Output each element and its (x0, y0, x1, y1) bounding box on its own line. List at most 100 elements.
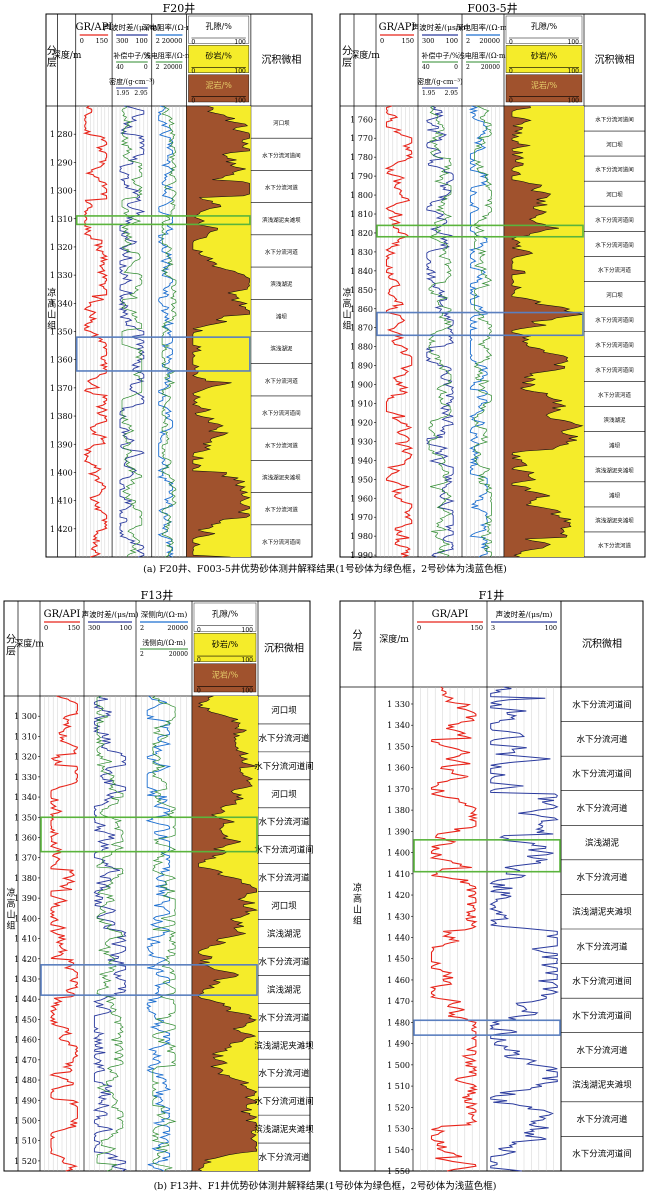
facies-label: 水下分流河道间 (595, 241, 634, 249)
sand-body-2-box (376, 311, 584, 337)
facies-label: 水下分流河道间 (572, 699, 632, 710)
facies-label: 滨浅湖泥夹滩坝 (572, 1080, 632, 1091)
curve-sub-label: 补偿中子/% (421, 51, 458, 60)
scale-max: 20000 (481, 64, 500, 71)
facies-label: 水下分流河道间 (595, 216, 634, 224)
depth-tick-label: 1 470 (387, 997, 410, 1006)
depth-tick-label: 1 520 (14, 1157, 37, 1166)
depth-tick-label: 1 830 (350, 248, 373, 257)
depth-tick-label: 1 390 (14, 894, 37, 903)
log-curve (95, 695, 125, 1172)
scale-max: 20000 (162, 37, 183, 45)
facies-label: 河口坝 (606, 191, 623, 199)
depth-tick-label: 1 410 (387, 870, 410, 879)
layer-header-char: 分 (353, 629, 363, 641)
formation-label-char: 山 (47, 309, 56, 320)
depth-tick-label: 1 920 (350, 418, 373, 427)
facies-label: 水下分流河道 (258, 1012, 310, 1023)
depth-tick-label: 1 760 (350, 115, 373, 124)
layer-header-char: 层 (6, 646, 16, 658)
facies-label: 滨浅湖泥 (270, 345, 293, 353)
layer-header: 分层 (6, 634, 16, 658)
layer-header-char: 分 (6, 634, 16, 646)
log-curve (425, 105, 455, 558)
curve-label: 深电阻率/(Ω·m) (456, 22, 510, 32)
depth-tick-label: 1 310 (50, 215, 73, 224)
depth-tick-label: 1 350 (50, 328, 73, 337)
facies-label: 水下分流河道 (265, 506, 299, 514)
scale-max: 150 (96, 37, 108, 45)
depth-tick-label: 1 430 (14, 975, 37, 984)
depth-tick-label: 1 400 (387, 849, 410, 858)
mud-fill (191, 695, 258, 1172)
log-curve (49, 695, 80, 1172)
layer-header-char: 层 (47, 57, 57, 69)
scale-max: 150 (402, 37, 414, 45)
facies-label: 水下分流河道 (598, 391, 632, 399)
panel-frame (3, 600, 311, 1172)
curve-label: GR/API (44, 609, 81, 620)
scale-max: 150 (68, 624, 80, 632)
scale-max: 100 (446, 37, 458, 45)
scale-min: 0 (44, 624, 48, 632)
depth-tick-label: 1 330 (50, 271, 73, 280)
porosity-header-box (505, 15, 583, 44)
facies-label: 水下分流河道间 (254, 845, 314, 856)
facies-label: 河口坝 (271, 789, 297, 800)
depth-tick-label: 1 350 (387, 742, 410, 751)
depth-tick-label: 1 340 (14, 793, 37, 802)
formation-label-char: 山 (353, 904, 362, 915)
depth-tick-label: 1 400 (50, 468, 73, 477)
log-curve (157, 105, 175, 558)
facies-label: 河口坝 (271, 901, 297, 912)
depth-tick-label: 1 360 (387, 764, 410, 773)
depth-tick-label: 1 360 (50, 356, 73, 365)
facies-label: 水下分流河道 (265, 441, 299, 449)
caption-b: (b) F13井、F1井优势砂体测井解释结果(1号砂体为绿色框，2号砂体为浅蓝色… (154, 1180, 497, 1192)
sand-body-1-box (75, 215, 251, 226)
facies-header: 沉积微相 (261, 53, 301, 66)
depth-tick-label: 1 420 (387, 891, 410, 900)
facies-label: 水下分流河道间 (595, 366, 634, 374)
scale-max: 100 (242, 687, 254, 694)
depth-tick-label: 1 310 (14, 732, 37, 741)
depth-tick-label: 1 450 (14, 1015, 37, 1024)
log-curve (92, 695, 128, 1172)
formation-label-char: 山 (342, 309, 351, 320)
scale-max: 150 (471, 624, 483, 632)
scale-min: 0 (509, 39, 513, 46)
formation-label-char: 高 (342, 297, 351, 309)
facies-label: 滨浅湖泥 (585, 838, 620, 849)
depth-tick-label: 1 510 (387, 1082, 410, 1091)
log-curve (384, 105, 414, 558)
mud-header-box (193, 663, 257, 693)
scale-max: 100 (568, 39, 580, 46)
scale-max: 100 (135, 37, 147, 45)
facies-label: 水下分流河道 (258, 956, 310, 967)
layer-header: 分层 (47, 45, 57, 69)
depth-tick-label: 1 800 (350, 191, 373, 200)
scale-min: 0 (191, 98, 195, 105)
layer-header-char: 层 (342, 57, 352, 69)
well-title: F1井 (479, 588, 505, 602)
scale-min: 300 (116, 37, 128, 45)
depth-tick-label: 1 930 (350, 437, 373, 446)
curve-sub-label: 密度/(g·cm⁻³) (417, 77, 463, 86)
scale-min: 40 (422, 64, 430, 71)
panel-frame (45, 13, 313, 558)
scale-min: 0 (417, 624, 421, 632)
facies-label: 滨浅湖泥 (267, 929, 302, 940)
depth-tick-label: 1 300 (50, 187, 73, 196)
mud-header-box (505, 74, 583, 103)
depth-tick-label: 1 530 (387, 1125, 410, 1134)
curve-label: 声波时差/(μs/m) (82, 609, 139, 619)
facies-label: 滩坝 (609, 491, 621, 499)
well-title: F20井 (163, 1, 196, 15)
scale-max: 100 (120, 624, 132, 632)
scale-max: 100 (234, 98, 246, 105)
facies-label: 滨浅湖泥夹滩坝 (254, 1124, 314, 1135)
depth-header: 深度/m (379, 633, 409, 645)
